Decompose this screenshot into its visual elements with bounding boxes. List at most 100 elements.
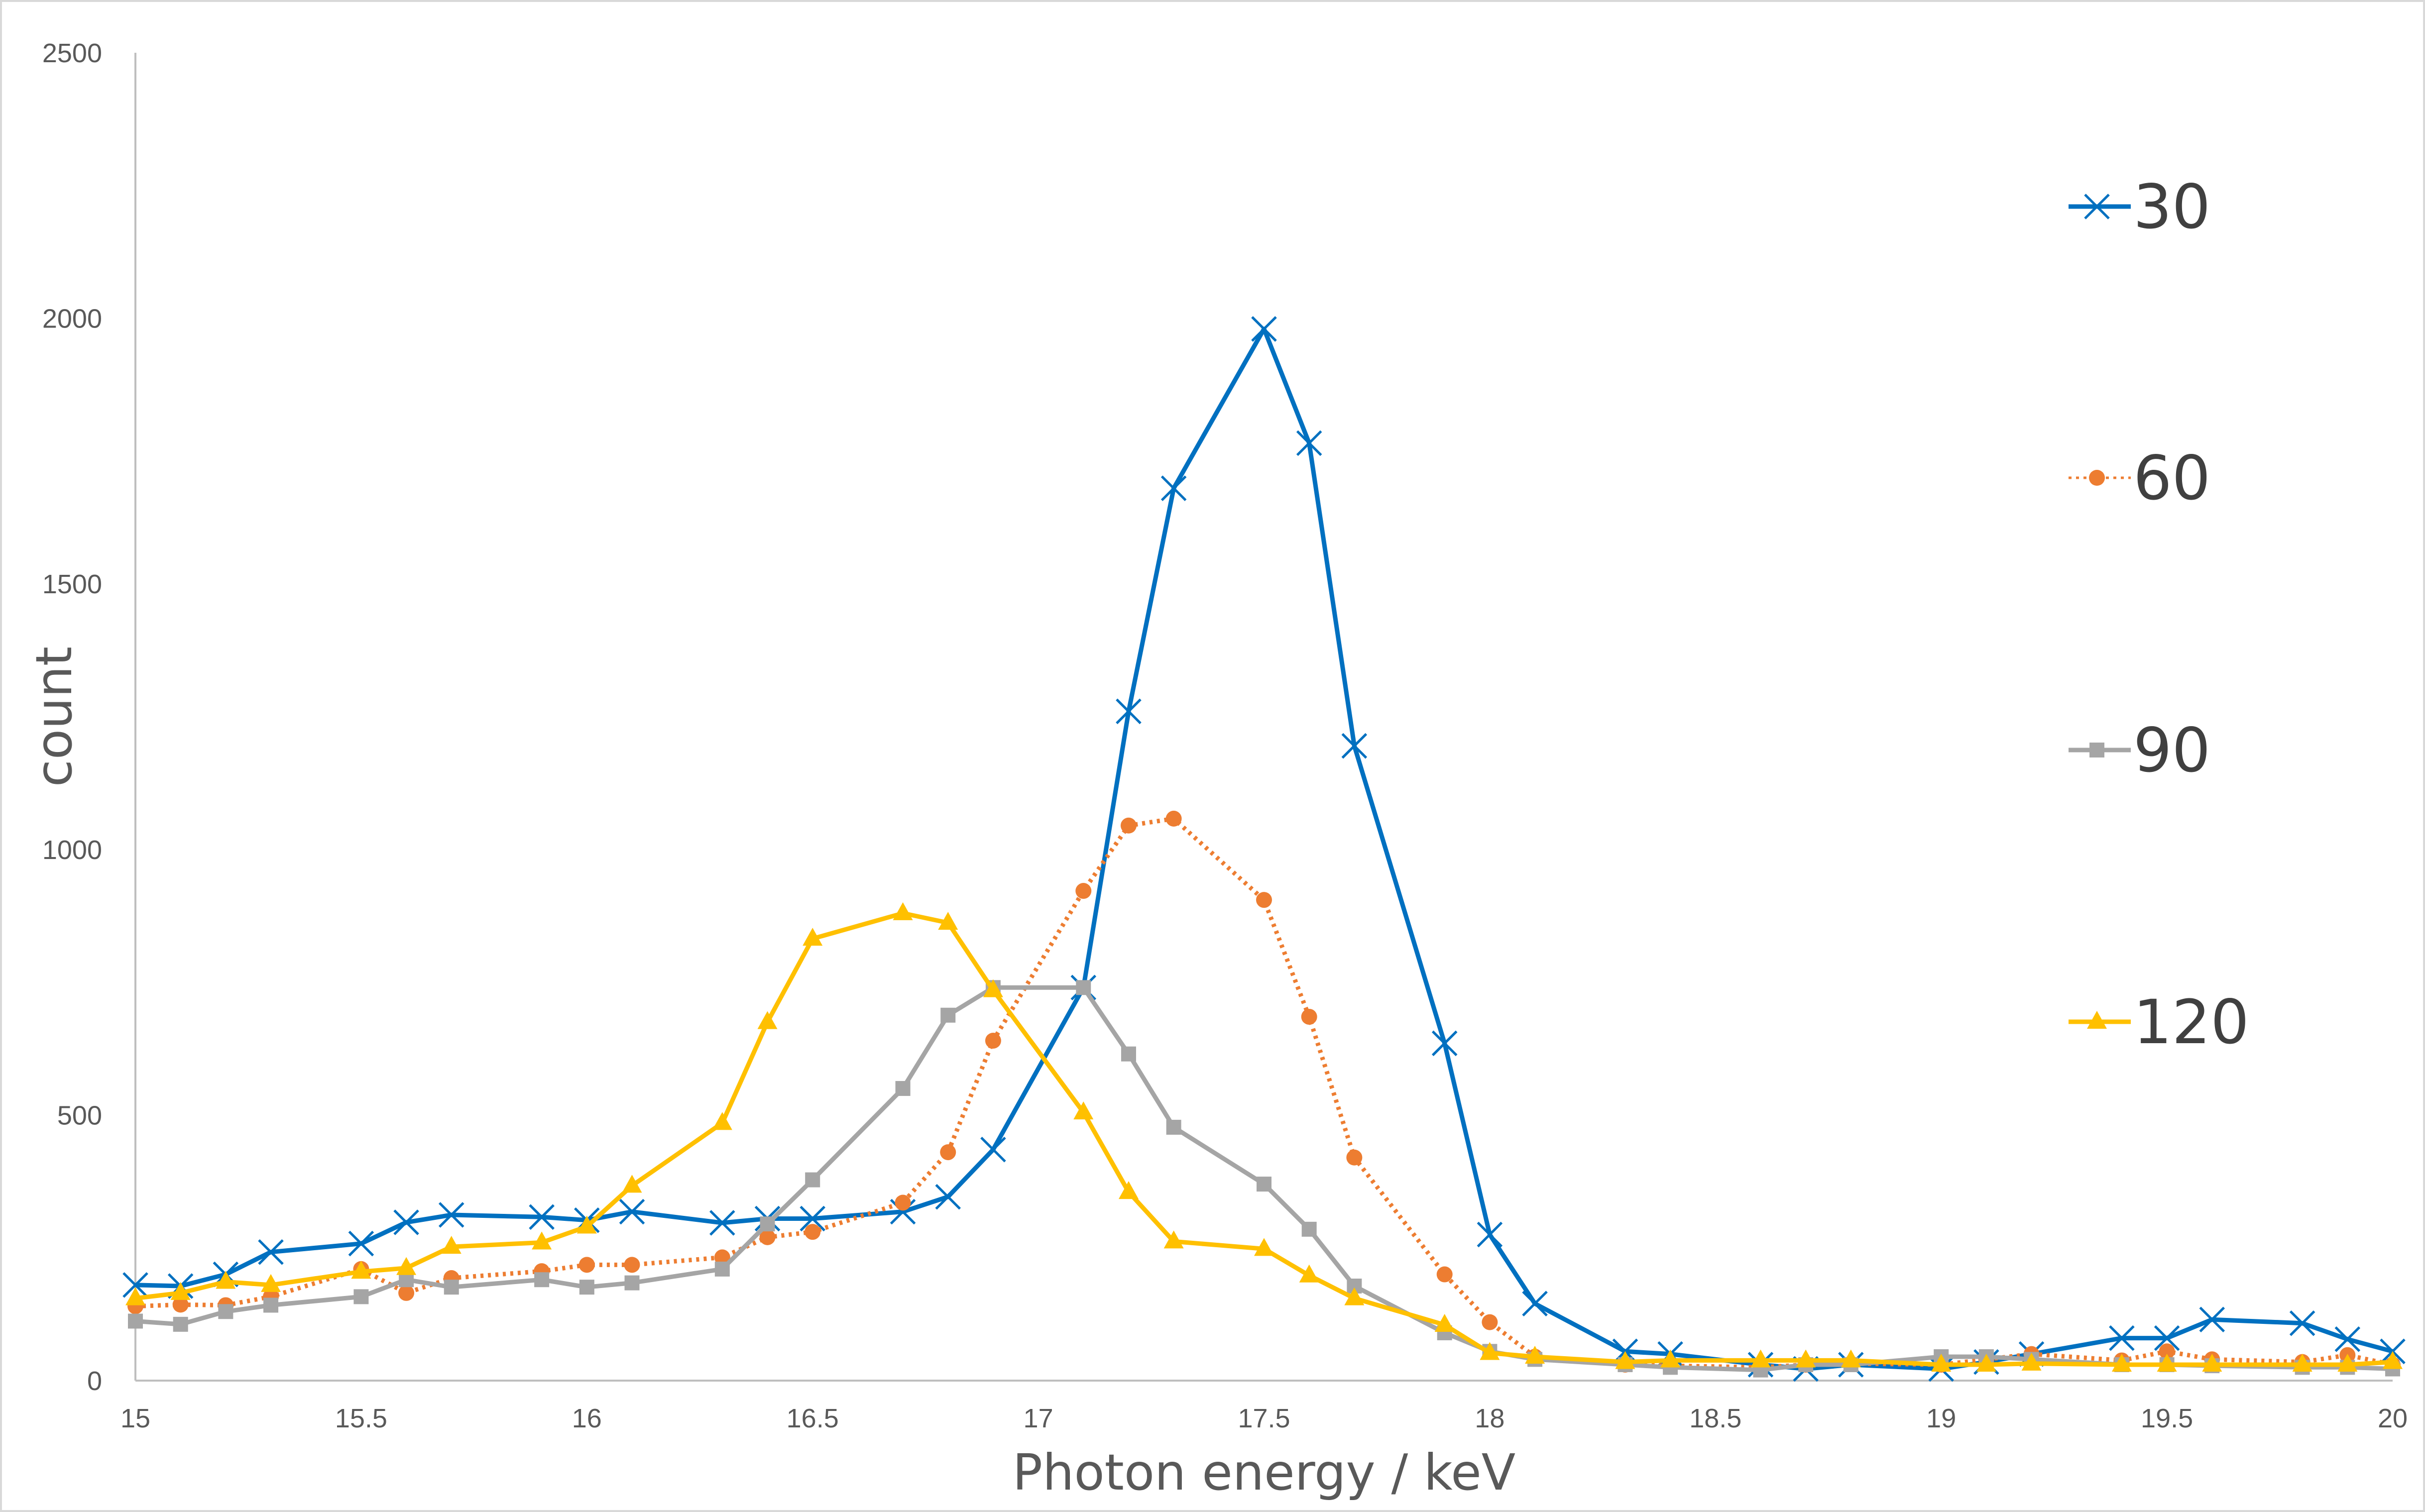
- legend: 30 60 90 120: [2069, 172, 2249, 1058]
- x-tick-label: 17: [1024, 1404, 1053, 1433]
- legend-label: 120: [2133, 987, 2249, 1058]
- legend-item-30: 30: [2069, 172, 2210, 242]
- series-30-marker: [1341, 733, 1368, 759]
- series-30-marker: [709, 1210, 735, 1236]
- series-120-marker: [1525, 1345, 1545, 1364]
- series-60-marker: [714, 1249, 730, 1266]
- series-120-marker: [396, 1257, 417, 1275]
- series-60-marker: [624, 1257, 640, 1273]
- x-tick-label: 16: [572, 1404, 602, 1433]
- series-120-marker: [1163, 1230, 1184, 1249]
- series-30-marker: [348, 1230, 374, 1257]
- series-90-marker: [714, 1261, 730, 1277]
- series-120-marker: [803, 928, 823, 946]
- series-30-marker: [1160, 475, 1187, 501]
- x-tick-label: 18: [1475, 1404, 1504, 1433]
- x-tick-label: 19.5: [2141, 1404, 2193, 1433]
- x-axis-title: Photon energy / keV: [1013, 1443, 1515, 1502]
- series-120-marker: [2157, 1353, 2177, 1372]
- series-120-marker: [2383, 1351, 2403, 1369]
- legend-120-marker: [2087, 1011, 2107, 1029]
- series-60-marker: [172, 1296, 189, 1313]
- series-90-marker: [263, 1297, 279, 1313]
- series-30-marker: [122, 1272, 148, 1298]
- x-tick-label: 20: [2378, 1404, 2408, 1433]
- x-tick-label: 19: [1926, 1404, 1956, 1433]
- series-90-marker: [579, 1280, 594, 1295]
- x-tick-label: 17.5: [1238, 1404, 1290, 1433]
- legend-item-120: 120: [2069, 987, 2249, 1058]
- series-120-marker: [170, 1282, 191, 1300]
- legend-90-marker: [2089, 743, 2104, 757]
- y-axis-title: count: [25, 647, 83, 787]
- series-120-marker: [1299, 1264, 1319, 1283]
- series-30-marker: [1116, 698, 1142, 725]
- series-30-marker: [529, 1204, 555, 1230]
- series-60-marker: [759, 1229, 776, 1245]
- series-60-marker: [985, 1032, 1001, 1049]
- series-60-marker: [2159, 1343, 2175, 1360]
- x-tick-label: 15.5: [335, 1404, 387, 1433]
- series-120-marker: [757, 1011, 778, 1029]
- legend-label: 30: [2133, 172, 2210, 242]
- series-layer: [122, 316, 2406, 1382]
- series-30-marker: [980, 1137, 1006, 1163]
- series-120-marker: [261, 1274, 281, 1292]
- series-60-marker: [895, 1194, 911, 1211]
- series-60-marker: [1256, 892, 1272, 908]
- series-90-marker: [805, 1172, 820, 1188]
- series-120-marker: [712, 1112, 732, 1130]
- series-120-marker: [1660, 1349, 1681, 1368]
- series-120-marker: [938, 912, 958, 930]
- series-120: [125, 902, 2403, 1372]
- series-60-marker: [805, 1224, 821, 1240]
- y-tick-labels: 0 500 1000 1500 2000 2500: [42, 38, 102, 1396]
- series-30-marker: [258, 1239, 284, 1265]
- series-30-marker: [1251, 316, 1277, 342]
- series-30-marker: [2199, 1306, 2225, 1333]
- series-60-marker: [1120, 817, 1137, 834]
- legend-item-60: 60: [2069, 443, 2210, 514]
- series-90-marker: [624, 1275, 640, 1291]
- series-120-marker: [1073, 1101, 1094, 1120]
- series-120-marker: [1434, 1313, 1455, 1332]
- series-120-marker: [1254, 1238, 1274, 1256]
- series-60-marker: [1346, 1149, 1363, 1166]
- series-60-marker: [1165, 810, 1182, 827]
- series-120-marker: [1796, 1349, 1816, 1368]
- series-120-marker: [1750, 1349, 1771, 1368]
- series-120-marker: [1344, 1287, 1365, 1305]
- series-30-marker: [890, 1198, 916, 1225]
- series-90-marker: [1166, 1119, 1181, 1135]
- series-90-marker: [1121, 1046, 1136, 1062]
- series-60-marker: [1301, 1008, 1317, 1025]
- series-30-marker: [1296, 430, 1322, 456]
- legend-label: 60: [2133, 443, 2210, 514]
- series-90-marker: [1257, 1177, 1271, 1192]
- series-90-marker: [128, 1313, 143, 1329]
- series-120-marker: [1841, 1349, 1861, 1368]
- series-90-marker: [353, 1289, 369, 1304]
- series-90-marker: [534, 1272, 550, 1288]
- legend-30-marker: [2084, 194, 2110, 219]
- series-30-marker: [438, 1202, 464, 1228]
- series-30-marker: [2334, 1326, 2361, 1352]
- legend-60-marker: [2089, 470, 2105, 486]
- series-120-marker: [216, 1271, 236, 1289]
- series-60-marker: [1482, 1314, 1498, 1330]
- series-120-marker: [125, 1287, 145, 1305]
- legend-item-90: 90: [2069, 715, 2210, 786]
- series-60-marker: [940, 1144, 956, 1161]
- series-120-marker: [1931, 1353, 1952, 1372]
- series-120-marker: [2292, 1353, 2312, 1372]
- series-120-marker: [577, 1215, 597, 1234]
- series-30-marker: [2154, 1325, 2180, 1351]
- y-tick-label: 1000: [42, 835, 102, 865]
- series-90-marker: [1076, 980, 1091, 995]
- series-120-marker: [1118, 1181, 1139, 1199]
- y-tick-label: 0: [87, 1366, 102, 1396]
- series-120-marker: [2202, 1353, 2222, 1372]
- series-30-marker: [1522, 1291, 1548, 1317]
